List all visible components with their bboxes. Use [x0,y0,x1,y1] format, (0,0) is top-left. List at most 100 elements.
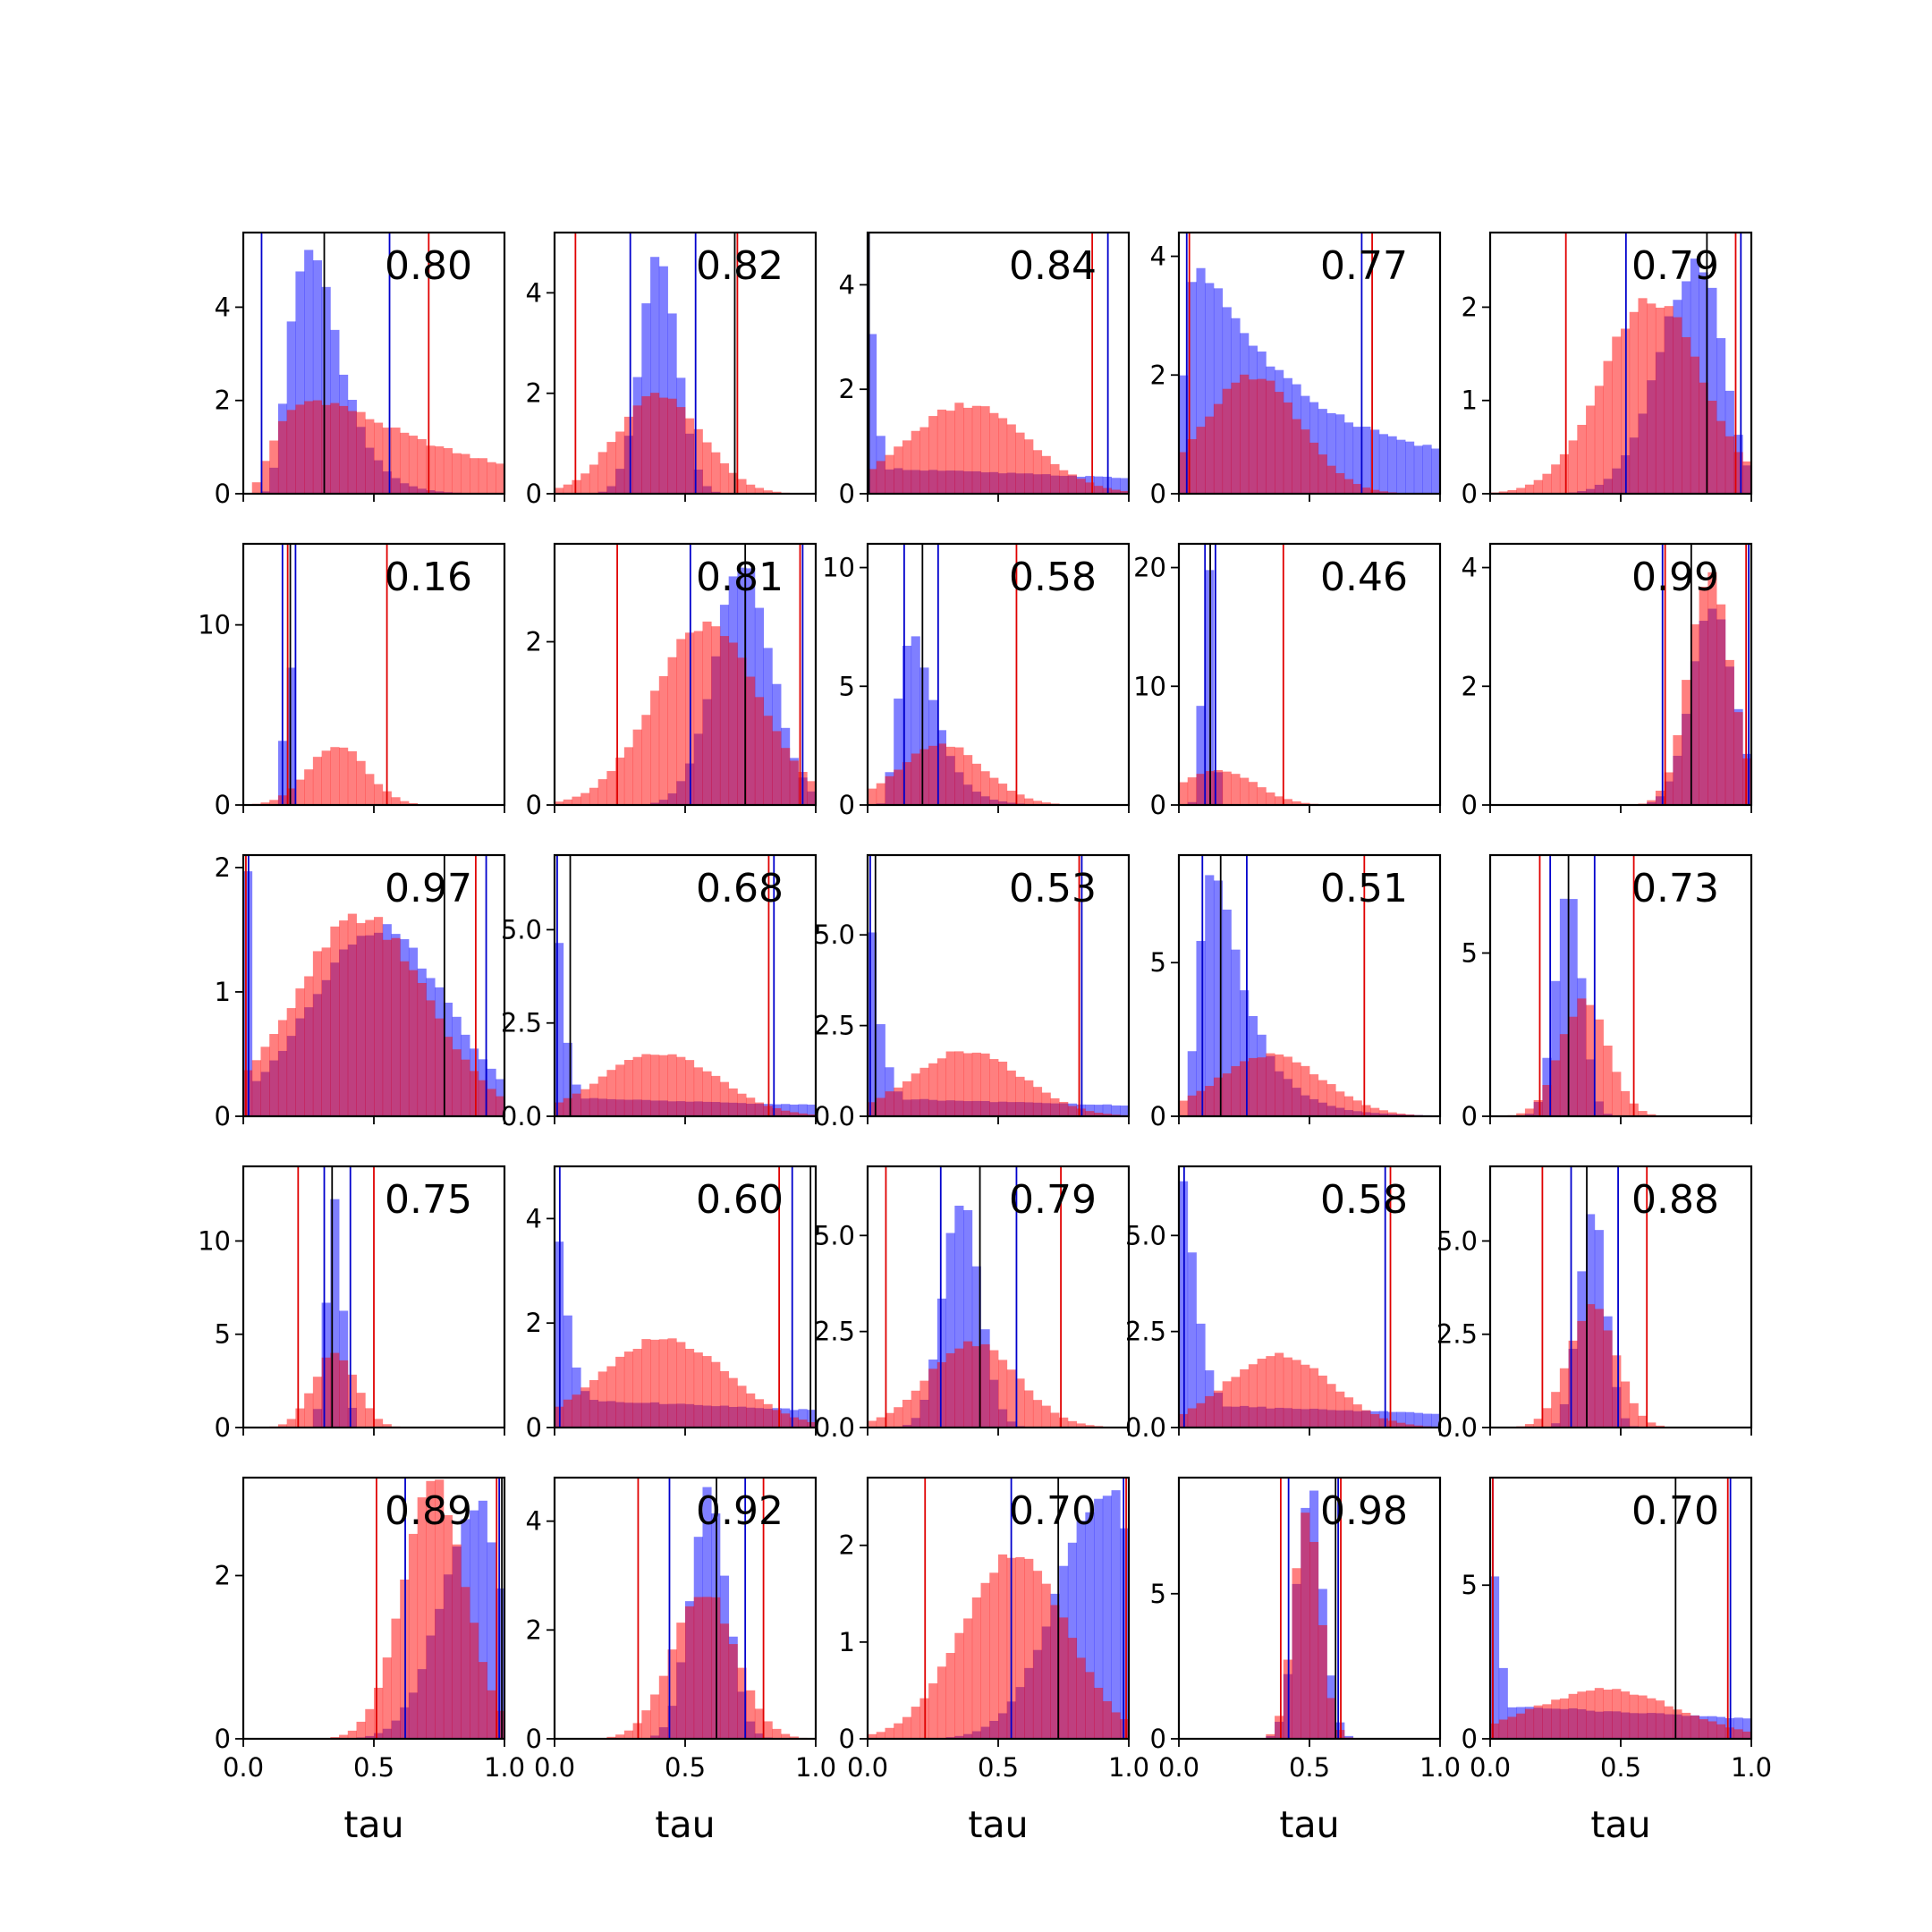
red-histogram-bar [452,1049,462,1116]
red-histogram-bar [277,420,288,494]
red-histogram-bar [277,1424,288,1428]
red-histogram-bar [650,393,660,494]
red-histogram-bar [936,409,946,494]
red-histogram-bar [667,1649,677,1739]
blue-histogram-bar [286,321,296,494]
red-histogram-bar [1231,1065,1241,1116]
y-tick-label: 0.0 [501,1101,542,1131]
y-tick-label: 0 [215,790,231,820]
red-histogram-bar [1067,474,1077,494]
red-histogram-bar [1222,1381,1232,1428]
panel-annotation: 0.51 [1320,866,1408,911]
blue-histogram-bar [1120,478,1129,494]
red-histogram-bar [1673,734,1682,805]
red-histogram-bar [1266,792,1275,805]
red-histogram-bar [1335,1091,1345,1116]
red-histogram-bar [1032,1571,1043,1739]
blue-histogram-bar [807,1104,816,1116]
red-histogram-bar [1413,1425,1423,1428]
red-histogram-bar [1343,1397,1354,1428]
red-histogram-bar [555,487,564,494]
red-histogram-bar [1266,1733,1275,1739]
red-histogram-bar [1498,1719,1508,1739]
red-histogram-bar [1690,356,1699,494]
red-histogram-bar [1542,1408,1552,1428]
red-histogram-bar [781,748,791,805]
red-histogram-bar [763,490,773,494]
red-histogram-bar [746,1393,756,1428]
red-histogram-bar [963,407,973,494]
blue-histogram-bar [1559,898,1569,1116]
red-histogram-bar [1577,1320,1587,1428]
red-histogram-bar [1257,787,1267,805]
red-histogram-bar [1318,1624,1327,1739]
red-histogram-bar [295,404,305,494]
red-histogram-bar [902,1716,912,1739]
red-histogram-bar [754,487,764,494]
y-tick-label: 5.0 [814,919,855,950]
red-histogram-bar [1638,1695,1648,1739]
y-tick-label: 10 [1133,671,1166,701]
red-histogram-bar [1682,680,1691,805]
red-histogram-bar [1699,1719,1708,1739]
red-histogram-bar [1231,774,1241,805]
red-histogram-bar [1059,1101,1069,1116]
red-histogram-bar [641,396,651,494]
red-histogram-bar [408,436,419,494]
red-histogram-bar [894,1087,903,1116]
red-histogram-bar [902,1080,912,1116]
red-histogram-bar [1716,1724,1726,1739]
red-histogram-bar [1292,1568,1301,1739]
red-histogram-bar [443,1514,453,1739]
red-histogram-bar [928,745,938,805]
y-tick-label: 0.0 [814,1101,855,1131]
red-histogram-bar [1041,1092,1051,1116]
red-histogram-bar [330,1352,340,1428]
red-histogram-bar [339,920,349,1116]
panel-r1-c1: 020.81 [526,542,818,820]
red-histogram-bar [1050,463,1060,494]
red-histogram-bar [754,1708,764,1739]
red-histogram-bar [1559,453,1569,494]
red-histogram-bar [1213,770,1224,805]
blue-histogram-bar [1405,1411,1415,1428]
y-tick-label: 0 [1462,1724,1478,1754]
panel-r0-c0: 0 2 4 0.80 [215,231,506,509]
red-histogram-bar [902,1399,912,1428]
red-histogram-bar [1067,1420,1077,1428]
red-histogram-bar [382,428,392,494]
red-histogram-bar [1638,1415,1648,1428]
red-histogram-bar [1335,473,1345,494]
red-histogram-bar [963,755,973,805]
red-histogram-bar [1231,382,1241,494]
red-histogram-bar [1647,303,1657,494]
red-histogram-bar [763,1403,773,1428]
red-histogram-bar [945,746,955,805]
red-histogram-bar [347,913,357,1116]
red-histogram-bar [1257,378,1267,494]
blue-histogram-bar [1352,427,1362,494]
panel-annotation: 0.79 [1631,243,1719,289]
red-histogram-bar [702,621,712,805]
red-histogram-bar [772,1410,782,1428]
red-histogram-bar [650,1694,660,1739]
red-histogram-bar [1024,1080,1034,1116]
y-tick-label: 2.5 [1436,1319,1478,1350]
blue-histogram-bar [1179,375,1189,494]
red-histogram-bar [1248,1057,1258,1116]
blue-histogram-bar [1422,1413,1432,1428]
red-histogram-bar [1370,1107,1380,1116]
red-histogram-bar [1603,1690,1613,1739]
red-histogram-bar [1542,473,1552,494]
panel-annotation: 0.80 [385,243,472,289]
panel-r3-c3: 0.0 2.5 5.0 0.58 [1125,1165,1442,1443]
red-histogram-bar [417,1497,427,1739]
red-histogram-bar [711,452,721,494]
x-tick-label: 1.0 [1108,1752,1149,1783]
y-tick-label: 2 [526,1308,542,1338]
red-histogram-bar [555,1102,564,1116]
blue-histogram-bar [1422,445,1432,494]
panel-annotation: 0.46 [1320,555,1408,600]
red-histogram-bar [876,1732,886,1739]
red-histogram-bar [876,1097,886,1116]
